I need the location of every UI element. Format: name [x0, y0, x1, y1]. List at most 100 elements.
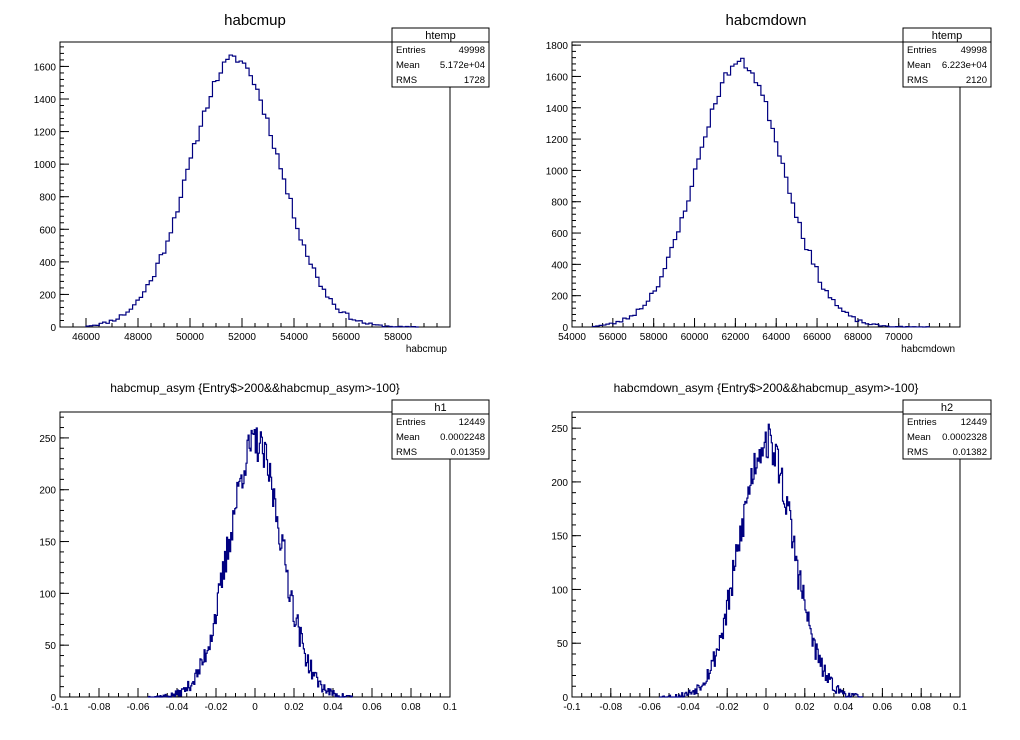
x-tick-label: -0.06 [127, 702, 150, 713]
stats-box-frame [391, 399, 490, 460]
x-tick-label: 0.02 [284, 702, 304, 713]
y-tick-label: 1600 [34, 62, 57, 73]
x-tick-label: -0.08 [88, 702, 111, 713]
x-tick-label: -0.02 [716, 702, 739, 713]
x-tick-label: 46000 [72, 332, 100, 343]
x-tick-label: 0.02 [795, 702, 815, 713]
stats-row-value: 12449 [961, 417, 987, 428]
histogram-pad: habcmdown_asym {Entry$>200&&habcmup_asym… [551, 381, 992, 713]
stats-box-name: htemp [425, 30, 456, 42]
stats-row-label: Mean [396, 432, 420, 443]
y-tick-label: 0 [562, 323, 568, 334]
y-tick-label: 150 [39, 538, 56, 549]
y-tick-label: 1000 [34, 160, 57, 171]
x-axis-label: habcmdown [901, 344, 955, 355]
stats-row-label: Entries [907, 417, 937, 428]
x-tick-label: 48000 [124, 332, 152, 343]
y-tick-label: 1000 [546, 166, 569, 177]
y-tick-label: 0 [50, 693, 56, 704]
y-tick-label: 200 [551, 292, 568, 303]
x-tick-label: 0.06 [873, 702, 893, 713]
y-tick-label: 800 [39, 193, 56, 204]
x-tick-label: 58000 [384, 332, 412, 343]
stats-row-label: Mean [907, 60, 931, 71]
x-tick-label: 0.08 [911, 702, 931, 713]
stats-box-name: htemp [932, 30, 963, 42]
stats-row-value: 0.0002248 [440, 432, 485, 443]
histogram-pad: habcmup_asym {Entry$>200&&habcmup_asym>-… [39, 381, 490, 713]
stats-row-label: Entries [396, 417, 426, 428]
x-tick-label: 56000 [599, 332, 627, 343]
stats-row-label: RMS [907, 75, 928, 86]
x-tick-label: 68000 [844, 332, 872, 343]
stats-row-value: 49998 [459, 45, 485, 56]
y-tick-label: 1200 [34, 128, 57, 139]
x-tick-label: 50000 [176, 332, 204, 343]
x-tick-label: -0.08 [599, 702, 622, 713]
chart-title: habcmup [224, 12, 286, 29]
y-tick-label: 250 [39, 434, 56, 445]
stats-box-frame [902, 27, 992, 88]
stats-row-value: 0.0002328 [942, 432, 987, 443]
stats-row-label: RMS [907, 447, 928, 458]
y-tick-label: 50 [557, 639, 569, 650]
stats-row-label: Mean [907, 432, 931, 443]
x-tick-label: 70000 [885, 332, 913, 343]
y-tick-label: 600 [39, 225, 56, 236]
stats-row-value: 6.223e+04 [942, 60, 987, 71]
y-tick-label: 150 [551, 532, 568, 543]
x-tick-label: 0.04 [323, 702, 343, 713]
y-tick-label: 250 [551, 424, 568, 435]
x-tick-label: -0.1 [51, 702, 69, 713]
chart-title: habcmup_asym {Entry$>200&&habcmup_asym>-… [110, 381, 400, 395]
histogram-pad: habcmup 0 200 400 600 800 1000 1200 1400 1600 4600… [34, 12, 490, 355]
stats-row-value: 0.01359 [451, 447, 485, 458]
y-tick-label: 1400 [546, 104, 569, 115]
x-tick-label: 0 [252, 702, 258, 713]
y-tick-label: 0 [562, 693, 568, 704]
x-tick-label: 58000 [640, 332, 668, 343]
histogram-series [659, 423, 863, 698]
x-tick-label: -0.1 [563, 702, 581, 713]
stats-box: htemp Entries 49998 Mean 5.172e+04 RMS 1728 [391, 27, 490, 88]
stats-row-value: 49998 [961, 45, 987, 56]
x-tick-label: 62000 [721, 332, 749, 343]
stats-box-name: h2 [941, 402, 953, 414]
stats-row-label: RMS [396, 447, 417, 458]
stats-row-value: 12449 [459, 417, 485, 428]
y-tick-label: 1400 [34, 95, 57, 106]
stats-row-label: Entries [907, 45, 937, 56]
stats-row-label: Entries [396, 45, 426, 56]
y-tick-label: 1600 [546, 72, 569, 83]
y-tick-label: 1200 [546, 135, 569, 146]
histogram-series [591, 57, 930, 328]
x-tick-label: 0.1 [443, 702, 457, 713]
y-tick-label: 100 [39, 589, 56, 600]
stats-box-name: h1 [434, 402, 446, 414]
x-tick-label: -0.04 [166, 702, 189, 713]
stats-row-value: 1728 [464, 75, 485, 86]
stats-box: htemp Entries 49998 Mean 6.223e+04 RMS 2120 [902, 27, 992, 88]
y-tick-label: 400 [551, 260, 568, 271]
y-tick-label: 100 [551, 585, 568, 596]
stats-box: h2 Entries 12449 Mean 0.0002328 RMS 0.01382 [902, 399, 992, 460]
x-tick-label: 54000 [280, 332, 308, 343]
plot-frame [571, 41, 961, 328]
stats-row-label: RMS [396, 75, 417, 86]
x-tick-label: -0.04 [677, 702, 700, 713]
y-tick-label: 600 [551, 229, 568, 240]
histogram-pad: habcmdown 0 200 400 600 800 1000 1200 1400 1600 18… [546, 12, 992, 355]
x-tick-label: -0.06 [638, 702, 661, 713]
y-tick-label: 800 [551, 198, 568, 209]
x-tick-label: 0.1 [953, 702, 967, 713]
y-tick-label: 1800 [546, 41, 569, 52]
stats-box-frame [391, 27, 490, 88]
histogram-series [85, 54, 419, 328]
y-tick-label: 400 [39, 258, 56, 269]
x-tick-label: 0.08 [401, 702, 421, 713]
x-tick-label: 60000 [681, 332, 709, 343]
y-tick-label: 0 [50, 323, 56, 334]
stats-box-frame [902, 399, 992, 460]
chart-title: habcmdown_asym {Entry$>200&&habcmup_asym… [614, 381, 919, 395]
